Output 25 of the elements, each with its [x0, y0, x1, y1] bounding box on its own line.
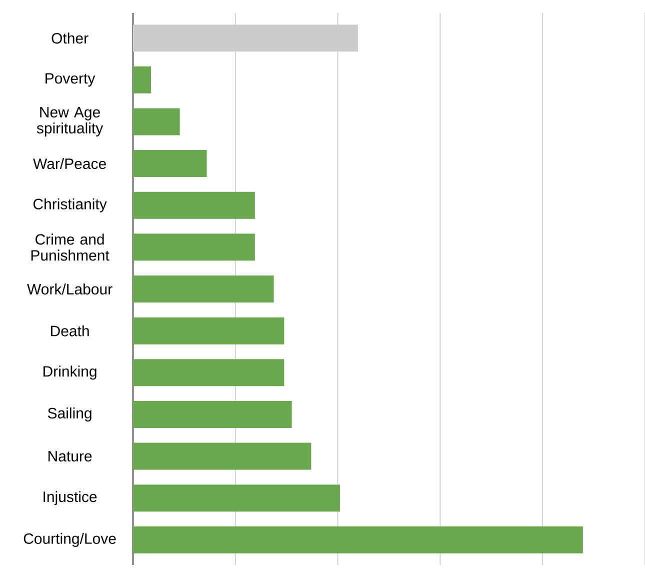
y-tick-label: Sailing: [48, 407, 92, 422]
bar: [133, 234, 255, 261]
y-tick-label: Courting/Love: [24, 532, 116, 547]
bar: [133, 108, 180, 136]
bar: [133, 192, 255, 219]
y-tick-label: Death: [51, 325, 89, 336]
bar: [133, 150, 207, 178]
bar: [133, 317, 284, 344]
bar: [133, 526, 583, 554]
y-tick-label: New Age spirituality: [36, 107, 104, 136]
y-tick-label: Christianity: [33, 198, 107, 212]
bar: [133, 442, 312, 470]
bar: [133, 276, 274, 303]
bar: [133, 484, 340, 512]
y-tick-label: Crime and Punishment: [31, 234, 110, 261]
y-tick-label: Injustice: [44, 491, 97, 506]
bar: [133, 359, 284, 386]
y-tick-label: Drinking: [44, 366, 96, 380]
y-tick-label: Poverty: [46, 73, 96, 87]
bar: [133, 400, 292, 428]
y-tick-label: War/Peace: [33, 158, 106, 170]
y-tick-label: Work/Labour: [27, 283, 112, 295]
y-tick-label: Nature: [48, 451, 92, 462]
y-tick-label: Other: [52, 32, 88, 44]
bar: [133, 66, 151, 94]
